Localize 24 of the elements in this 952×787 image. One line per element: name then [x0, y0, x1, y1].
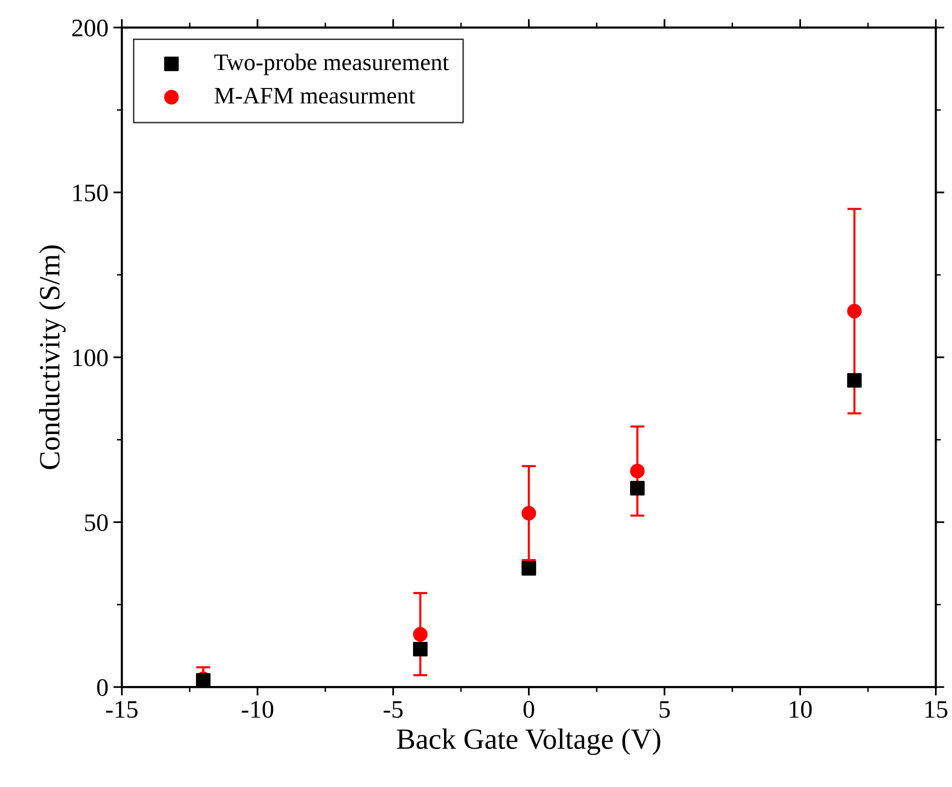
y-tick-label: 200 — [72, 20, 108, 36]
x-tick-label: 5 — [660, 701, 670, 718]
point — [522, 506, 536, 521]
y-tick-label: 0 — [97, 679, 108, 696]
y-tick-label: 50 — [85, 514, 108, 532]
point — [413, 642, 428, 656]
point — [522, 561, 536, 576]
y-tick-label: 100 — [73, 349, 108, 366]
point — [630, 464, 645, 478]
x-tick-label: -5 — [384, 701, 403, 718]
point — [847, 304, 862, 318]
point — [413, 627, 428, 642]
y-tick-label: 150 — [73, 184, 108, 202]
legend-label: M-AFM measurment — [214, 88, 416, 104]
point — [630, 480, 645, 496]
y-axis-title: Conductivity (S/m) — [39, 246, 66, 470]
point — [847, 373, 862, 388]
x-tick-label: 15 — [926, 701, 948, 718]
x-tick-label: 0 — [524, 700, 534, 718]
x-tick-label: -15 — [106, 701, 138, 718]
legend-label: Two-probe measurement — [214, 54, 449, 76]
x-tick-label: -10 — [242, 700, 274, 718]
x-axis-title: Back Gate Voltage (V) — [396, 728, 660, 756]
x-tick-label: 10 — [790, 700, 812, 718]
